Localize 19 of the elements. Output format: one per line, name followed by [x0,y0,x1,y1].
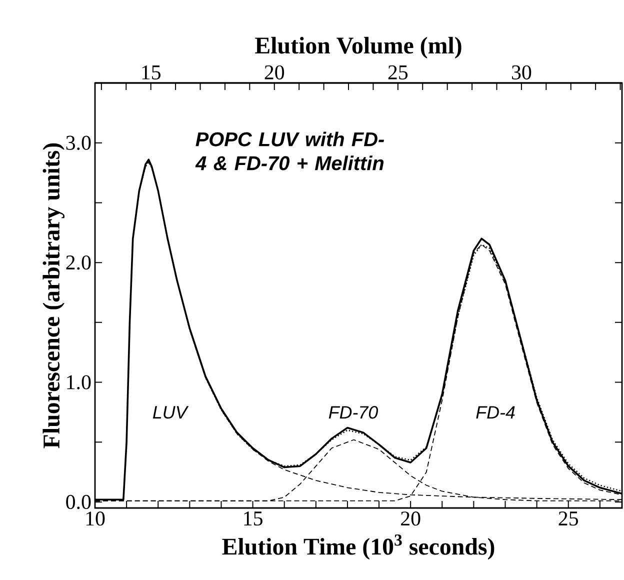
y-tick-label: 2.0 [66,255,91,270]
x2-tick-label: 15 [142,65,160,80]
x-axis-title: Elution Time (10$^{3}$ seconds) [222,534,494,560]
x2-tick-label: 25 [388,65,408,80]
x-tick-label: 10 [86,512,105,526]
x-tick-label: 20 [401,512,420,526]
y-axis-title: Fluorescence (arbitrary units) [42,143,64,448]
y-tick-label: 3.0 [66,136,91,150]
x2-tick-label: 30 [512,65,532,80]
x-tick-label: 25 [558,512,578,526]
x2-tick-label: 20 [264,65,284,80]
y-tick-label: 0.0 [66,494,91,510]
annotation: FD-4 [476,406,515,419]
x-tick-label: 15 [244,512,262,526]
text: POPC LUV with FD-4 & FD-70 + Melittin [195,132,384,170]
y-tick-label: 1.0 [67,375,91,390]
annotation: LUV [152,406,189,419]
annotation: FD-70 [328,406,378,419]
x2-axis-title: Elution Volume (ml) [255,36,462,59]
